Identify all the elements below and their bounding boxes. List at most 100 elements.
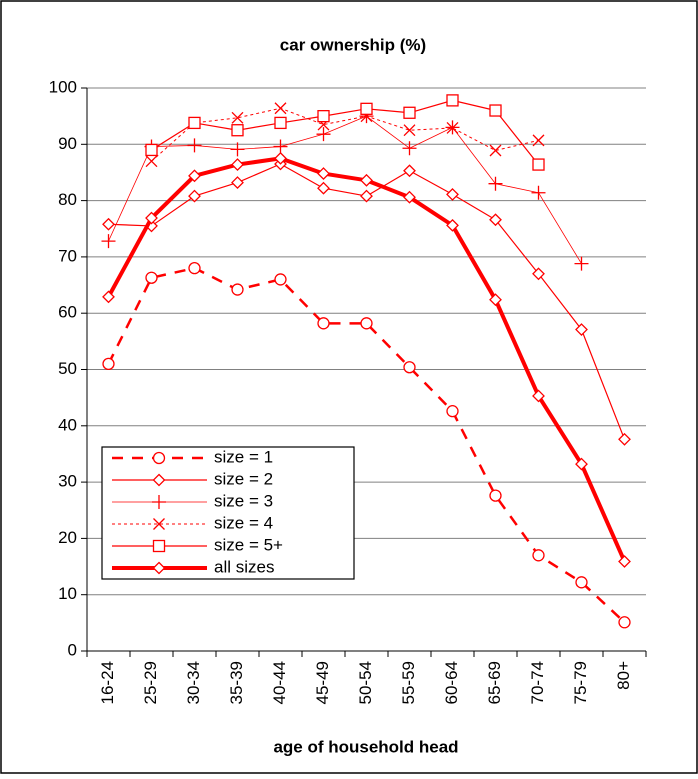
y-tick-label: 100 — [49, 77, 77, 96]
y-tick-label: 40 — [58, 415, 77, 434]
chart-title: car ownership (%) — [280, 35, 426, 54]
y-tick-label: 30 — [58, 472, 77, 491]
legend-box — [101, 446, 355, 580]
marker — [488, 176, 503, 191]
marker — [145, 271, 158, 284]
marker — [317, 181, 330, 195]
x-tick-label: 65-69 — [485, 661, 504, 704]
legend-label: size = 3 — [214, 491, 273, 510]
marker — [489, 293, 502, 307]
y-tick-label: 90 — [58, 134, 77, 153]
marker — [360, 317, 373, 330]
legend-label: size = 2 — [214, 469, 273, 488]
marker — [145, 211, 158, 225]
marker — [574, 256, 589, 271]
x-tick-label: 80+ — [614, 661, 633, 690]
x-tick-label: 75-79 — [571, 661, 590, 704]
marker — [360, 102, 373, 115]
marker — [317, 317, 330, 330]
marker — [532, 549, 545, 562]
legend-label: size = 4 — [214, 513, 273, 532]
marker — [188, 262, 201, 275]
marker — [231, 176, 244, 190]
marker — [532, 134, 545, 147]
y-tick-label: 20 — [58, 528, 77, 547]
y-tick-label: 80 — [58, 190, 77, 209]
marker — [532, 267, 545, 281]
marker — [531, 185, 546, 200]
marker — [532, 389, 545, 403]
marker — [274, 102, 287, 115]
marker — [231, 124, 244, 137]
marker — [618, 616, 631, 629]
marker — [618, 432, 631, 446]
marker — [316, 127, 331, 142]
marker — [152, 495, 166, 509]
y-tick-label: 10 — [58, 584, 77, 603]
marker — [188, 116, 201, 130]
marker — [273, 139, 288, 154]
marker — [446, 405, 459, 418]
x-tick-label: 25-29 — [141, 661, 160, 704]
marker — [618, 555, 631, 568]
marker — [145, 155, 158, 168]
marker — [101, 234, 116, 249]
y-tick-label: 0 — [68, 640, 77, 659]
series-line — [108, 115, 582, 264]
marker — [575, 457, 588, 471]
marker — [274, 273, 287, 286]
marker — [187, 138, 202, 153]
marker — [403, 124, 416, 137]
marker — [402, 141, 417, 156]
marker — [489, 489, 502, 502]
x-axis-label: age of household head — [273, 737, 458, 756]
marker — [403, 106, 416, 119]
y-tick-label: 70 — [58, 246, 77, 265]
marker — [360, 173, 373, 187]
x-tick-label: 50-54 — [356, 661, 375, 704]
x-tick-label: 55-59 — [399, 661, 418, 704]
marker — [152, 539, 166, 553]
marker — [102, 357, 115, 371]
marker — [446, 122, 459, 134]
legend-label: all sizes — [214, 557, 274, 576]
marker — [274, 116, 287, 130]
marker — [231, 111, 244, 124]
marker — [152, 451, 166, 465]
y-tick-label: 60 — [58, 303, 77, 322]
marker — [446, 218, 459, 232]
x-tick-label: 60-64 — [442, 661, 461, 704]
marker — [575, 576, 588, 589]
marker — [152, 473, 166, 487]
x-tick-label: 70-74 — [528, 661, 547, 704]
marker — [153, 518, 165, 530]
marker — [231, 158, 244, 171]
x-tick-label: 30-34 — [184, 661, 203, 704]
marker — [145, 143, 158, 157]
x-tick-label: 16-24 — [98, 661, 117, 704]
marker — [188, 189, 201, 203]
marker — [403, 190, 416, 204]
marker — [188, 169, 201, 183]
marker — [317, 167, 330, 180]
marker — [446, 94, 459, 107]
legend: size = 1 size = 2 size = 3 size = 4 size = 5… — [101, 446, 355, 580]
marker — [152, 561, 166, 575]
x-tick-label: 45-49 — [313, 661, 332, 704]
x-tick-label: 35-39 — [227, 661, 246, 704]
marker — [489, 144, 502, 157]
marker — [489, 104, 502, 117]
marker — [403, 164, 416, 178]
marker — [102, 217, 115, 231]
legend-label: size = 1 — [214, 447, 273, 466]
marker — [575, 323, 588, 336]
marker — [317, 110, 330, 123]
marker — [446, 187, 459, 201]
marker — [489, 213, 502, 227]
marker — [231, 283, 244, 296]
marker — [230, 142, 245, 157]
marker — [403, 361, 416, 374]
legend-label: size = 5+ — [214, 535, 283, 554]
